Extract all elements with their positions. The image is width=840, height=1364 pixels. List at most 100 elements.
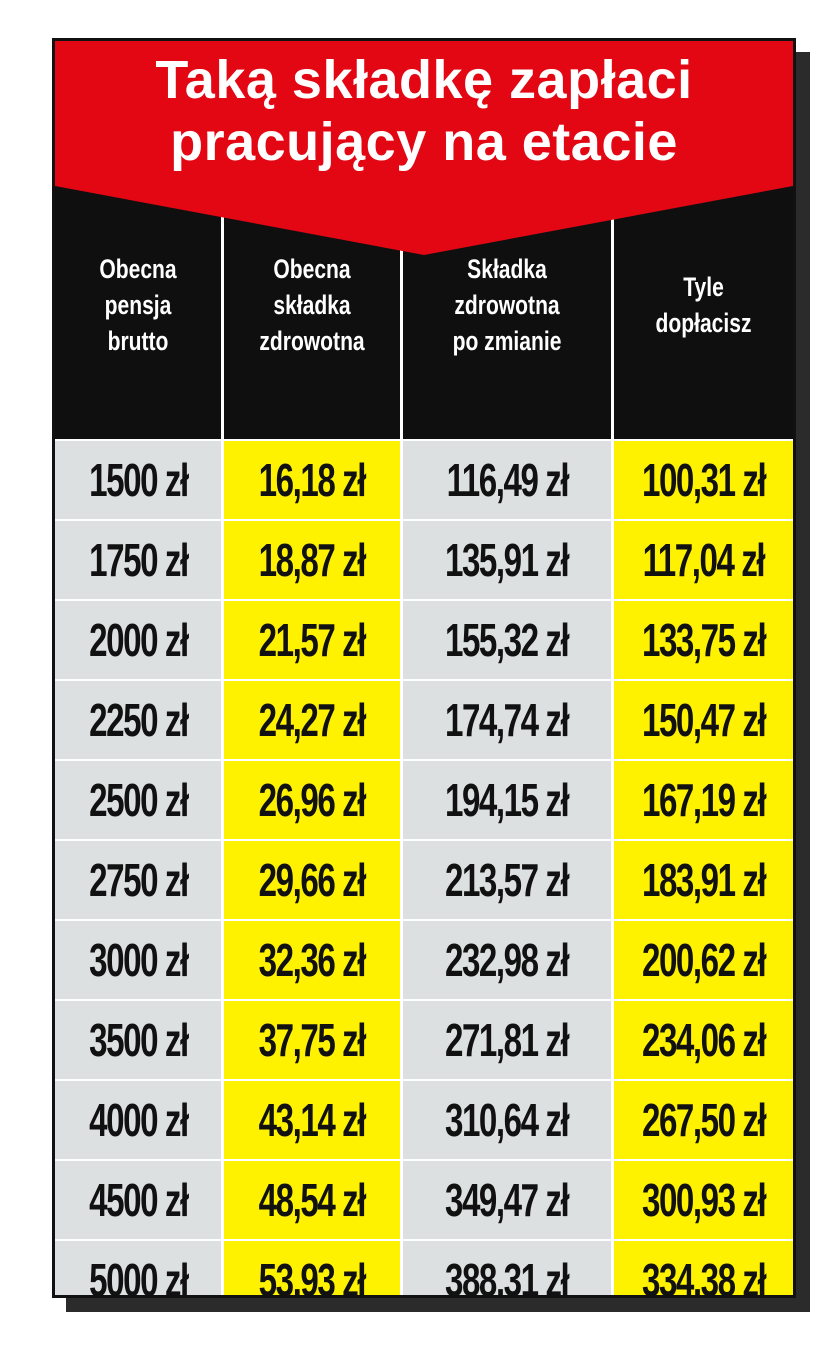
cell-difference: 167,19 zł [614,761,793,839]
cell-new-contribution: 349,47 zł [403,1161,611,1239]
cell-value: 5000 zł [88,1254,189,1298]
table-row: 3000 zł 32,36 zł 232,98 zł 200,62 zł [55,921,793,999]
cell-value: 32,36 zł [258,934,367,986]
header-current-health-contribution: Obecna składka zdrowotna [243,191,380,419]
cell-new-contribution: 174,74 zł [403,681,611,759]
cell-value: 116,49 zł [446,454,569,506]
cell-current-contribution: 24,27 zł [224,681,400,759]
cell-gross-salary: 2500 zł [55,761,221,839]
header-text: dopłacisz [655,308,752,338]
cell-value: 2750 zł [88,854,189,906]
cell-value: 24,27 zł [258,694,367,746]
row-separator [55,599,793,601]
cell-value: 200,62 zł [641,934,767,986]
cell-gross-salary: 2250 zł [55,681,221,759]
cell-new-contribution: 232,98 zł [403,921,611,999]
table-row: 3500 zł 37,75 zł 271,81 zł 234,06 zł [55,1001,793,1079]
title-line-2: pracujący na etacie [170,112,678,172]
cell-difference: 150,47 zł [614,681,793,759]
header-text: składka [273,290,351,320]
cell-value: 1750 zł [88,534,189,586]
row-separator [55,839,793,841]
header-text: zdrowotna [259,326,365,356]
cell-value: 174,74 zł [445,694,570,746]
cell-value: 16,18 zł [258,454,367,506]
header-health-contribution-after-change: Składka zdrowotna po zmianie [426,191,588,419]
cell-gross-salary: 1500 zł [55,441,221,519]
cell-current-contribution: 21,57 zł [224,601,400,679]
cell-current-contribution: 32,36 zł [224,921,400,999]
cell-new-contribution: 135,91 zł [403,521,611,599]
cell-current-contribution: 16,18 zł [224,441,400,519]
cell-value: 234,06 zł [641,1014,767,1066]
table-row: 1750 zł 18,87 zł 135,91 zł 117,04 zł [55,521,793,599]
cell-value: 167,19 zł [641,774,767,826]
cell-current-contribution: 26,96 zł [224,761,400,839]
cell-value: 267,50 zł [641,1094,767,1146]
cell-gross-salary: 2750 zł [55,841,221,919]
cell-difference: 200,62 zł [614,921,793,999]
cell-difference: 100,31 zł [614,441,793,519]
cell-value: 1500 zł [88,454,189,506]
header-text: Obecna [99,254,177,284]
cell-value: 21,57 zł [258,614,367,666]
column-divider [611,189,614,1295]
cell-gross-salary: 4500 zł [55,1161,221,1239]
cell-new-contribution: 213,57 zł [403,841,611,919]
cell-value: 300,93 zł [641,1174,767,1226]
cell-value: 29,66 zł [258,854,367,906]
cell-gross-salary: 3000 zł [55,921,221,999]
cell-value: 48,54 zł [258,1174,367,1226]
cell-new-contribution: 310,64 zł [403,1081,611,1159]
table-row: 4500 zł 48,54 zł 349,47 zł 300,93 zł [55,1161,793,1239]
table-row: 2250 zł 24,27 zł 174,74 zł 150,47 zł [55,681,793,759]
cell-current-contribution: 48,54 zł [224,1161,400,1239]
row-separator [55,679,793,681]
cell-current-contribution: 43,14 zł [224,1081,400,1159]
table-row: 2500 zł 26,96 zł 194,15 zł 167,19 zł [55,761,793,839]
cell-difference: 300,93 zł [614,1161,793,1239]
table-row: 4000 zł 43,14 zł 310,64 zł 267,50 zł [55,1081,793,1159]
cell-current-contribution: 29,66 zł [224,841,400,919]
row-separator [55,1239,793,1241]
row-separator [55,999,793,1001]
row-separator [55,1159,793,1161]
cell-value: 271,81 zł [445,1014,570,1066]
cell-value: 37,75 zł [258,1014,367,1066]
cell-gross-salary: 4000 zł [55,1081,221,1159]
table-row: 2750 zł 29,66 zł 213,57 zł 183,91 zł [55,841,793,919]
table-row: 1500 zł 16,18 zł 116,49 zł 100,31 zł [55,441,793,519]
cell-current-contribution: 18,87 zł [224,521,400,599]
header-text: Tyle [683,272,724,302]
page-title: Taką składkę zapłaci pracujący na etacie [55,49,793,173]
cell-difference: 133,75 zł [614,601,793,679]
cell-value: 4500 zł [88,1174,189,1226]
row-separator [55,759,793,761]
table-row: 5000 zł 53,93 zł 388,31 zł 334,38 zł [55,1241,793,1298]
cell-difference: 234,06 zł [614,1001,793,1079]
cell-value: 18,87 zł [258,534,367,586]
cell-value: 150,47 zł [641,694,767,746]
cell-value: 43,14 zł [258,1094,367,1146]
cell-difference: 183,91 zł [614,841,793,919]
cell-value: 194,15 zł [445,774,570,826]
cell-value: 155,32 zł [445,614,570,666]
cell-value: 117,04 zł [642,534,766,586]
cell-value: 100,31 zł [641,454,767,506]
cell-value: 310,64 zł [445,1094,570,1146]
cell-value: 26,96 zł [258,774,367,826]
cell-new-contribution: 155,32 zł [403,601,611,679]
column-divider [400,189,403,1295]
cell-value: 2000 zł [88,614,189,666]
cell-value: 349,47 zł [445,1174,570,1226]
cell-value: 3500 zł [88,1014,189,1066]
cell-new-contribution: 271,81 zł [403,1001,611,1079]
column-divider [221,189,224,1295]
cell-value: 135,91 zł [445,534,570,586]
cell-value: 133,75 zł [641,614,767,666]
cell-new-contribution: 388,31 zł [403,1241,611,1295]
header-current-gross-salary: Obecna pensja brutto [73,191,202,419]
cell-value: 53,93 zł [258,1254,367,1298]
cell-difference: 117,04 zł [614,521,793,599]
table-row: 2000 zł 21,57 zł 155,32 zł 133,75 zł [55,601,793,679]
